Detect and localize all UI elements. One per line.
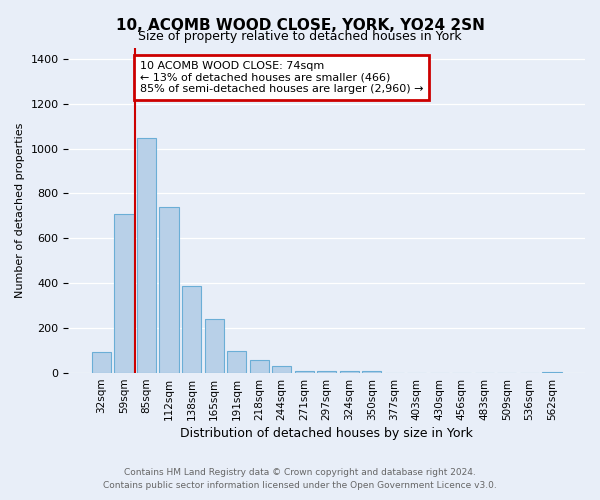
Bar [542,372,562,373]
Bar [317,371,336,373]
Bar [160,207,179,373]
Text: 10, ACOMB WOOD CLOSE, YORK, YO24 2SN: 10, ACOMB WOOD CLOSE, YORK, YO24 2SN [116,18,484,32]
Bar [340,371,359,373]
Text: Size of property relative to detached houses in York: Size of property relative to detached ho… [138,30,462,43]
X-axis label: Distribution of detached houses by size in York: Distribution of detached houses by size … [180,427,473,440]
Bar [205,319,224,373]
Y-axis label: Number of detached properties: Number of detached properties [15,122,25,298]
Text: 10 ACOMB WOOD CLOSE: 74sqm
← 13% of detached houses are smaller (466)
85% of sem: 10 ACOMB WOOD CLOSE: 74sqm ← 13% of deta… [140,61,423,94]
Bar [182,286,201,373]
Bar [272,366,291,373]
Bar [362,371,382,373]
Bar [250,360,269,373]
Bar [227,350,246,373]
Bar [137,138,156,373]
Text: Contains HM Land Registry data © Crown copyright and database right 2024.
Contai: Contains HM Land Registry data © Crown c… [103,468,497,489]
Bar [92,352,111,373]
Bar [295,371,314,373]
Bar [115,214,134,373]
